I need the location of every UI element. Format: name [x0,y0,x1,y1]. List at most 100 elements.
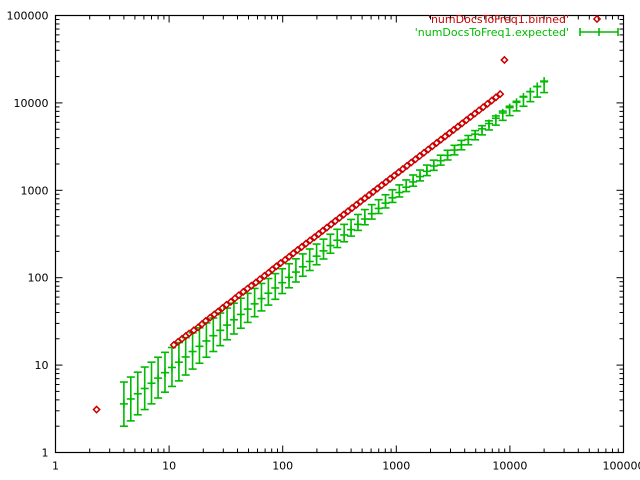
errorbar-marker [291,258,300,283]
legend: 'numDocsToFreq1.binned''numDocsToFreq1.e… [415,13,619,39]
errorbar-marker [312,243,321,266]
legend-label: 'numDocsToFreq1.expected' [415,26,569,39]
diamond-marker [326,220,336,229]
diamond-marker [314,229,323,239]
diamond-marker [369,187,378,196]
legend-errorbar-icon [579,28,619,36]
diamond-marker [402,161,412,170]
diamond-marker [432,138,441,148]
errorbar-marker [326,233,335,255]
x-tick-label: 10000 [492,460,527,473]
errorbar-marker [381,193,390,209]
diamond-marker [466,112,475,122]
diamond-marker [347,203,357,213]
diamond-marker [318,226,327,235]
errorbar-marker [484,119,493,131]
y-tick-label: 100000 [7,10,49,23]
y-axis-tick-labels: 1 10 100 1000 10000 100000 [7,10,49,460]
diamond-marker [449,125,458,135]
errorbar-marker [457,139,466,151]
errorbar-marker [160,351,169,393]
diamond-marker [381,177,391,187]
errorbar-marker [478,124,487,136]
errorbar-marker [388,189,397,204]
y-tick-label: 1 [42,447,49,460]
diamond-marker [339,210,348,219]
errorbar-marker [305,248,314,272]
diamond-marker [470,109,479,118]
diamond-marker [487,96,496,105]
diamond-marker [491,93,501,102]
x-tick-label: 100000 [603,460,640,473]
legend-diamond-icon [592,14,602,24]
errorbar-marker [353,213,362,232]
errorbar-marker [119,381,128,427]
errorbar-marker [491,114,500,126]
diamond-marker [297,242,306,252]
x-tick-label: 1000 [382,460,410,473]
diamond-marker [331,216,340,226]
diamond-marker [483,99,492,109]
y-tick-label: 10 [35,359,49,372]
diamond-marker [201,316,210,326]
errorbar-marker [443,149,452,161]
diamond-marker [424,145,433,154]
y-tick-label: 100 [28,272,49,285]
errorbar-marker [512,98,521,112]
errorbar-marker [540,77,549,94]
errorbar-marker [505,103,514,117]
errorbar-marker [416,169,425,182]
diamond-marker [445,129,454,138]
diamond-marker [436,135,446,144]
errorbar-marker [360,208,369,226]
x-axis-tick-labels: 1 10 100 1000 10000 100000 [52,460,640,473]
y-axis-ticks [55,15,624,453]
diamond-marker [276,258,285,268]
errorbar-marker [526,87,535,103]
diamond-marker [226,297,236,306]
diamond-marker [428,142,437,151]
diamond-marker [373,184,382,193]
diamond-marker [234,291,243,300]
errorbar-marker [229,302,238,335]
errorbar-marker [236,297,245,330]
diamond-marker [398,164,407,174]
errorbar-marker [471,129,480,141]
diamond-marker [479,102,488,112]
x-tick-label: 1 [52,460,59,473]
diamond-marker [352,200,361,209]
errorbar-marker [533,82,542,98]
errorbar-marker [395,184,404,198]
diamond-marker [385,174,395,183]
y-tick-label: 10000 [14,97,49,110]
errorbar-marker [429,159,438,172]
diamond-marker [453,122,462,131]
diamond-marker [305,236,315,245]
errorbar-marker [216,312,225,347]
errorbar-marker [319,238,328,260]
diamond-marker [272,262,281,271]
errorbar-marker [367,203,376,220]
errorbar-marker [422,164,431,177]
errorbar-marker [333,228,342,249]
errorbar-marker [278,267,287,295]
legend-label: 'numDocsToFreq1.binned' [428,13,569,26]
diamond-marker [411,155,420,164]
errorbar-marker [298,253,307,278]
diamond-marker [343,207,353,216]
x-tick-label: 10 [162,460,176,473]
diamond-marker [462,115,471,125]
series-binned-points [92,55,509,414]
errorbar-marker [126,376,135,422]
diamond-marker [394,168,403,177]
diamond-marker [255,275,265,284]
diamond-marker [213,307,223,316]
diamond-marker [360,194,369,203]
diamond-marker [285,252,294,261]
diamond-marker [310,233,319,242]
errorbar-marker [464,134,473,146]
diamond-marker [377,181,386,190]
diamond-marker [92,405,101,414]
